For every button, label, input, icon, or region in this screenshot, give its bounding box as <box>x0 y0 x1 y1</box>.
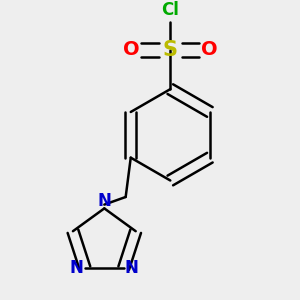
Text: O: O <box>201 40 218 59</box>
Text: N: N <box>125 259 139 277</box>
Text: N: N <box>98 192 111 210</box>
Text: Cl: Cl <box>161 2 179 20</box>
Text: S: S <box>163 40 178 60</box>
Text: O: O <box>123 40 139 59</box>
Text: N: N <box>70 259 84 277</box>
